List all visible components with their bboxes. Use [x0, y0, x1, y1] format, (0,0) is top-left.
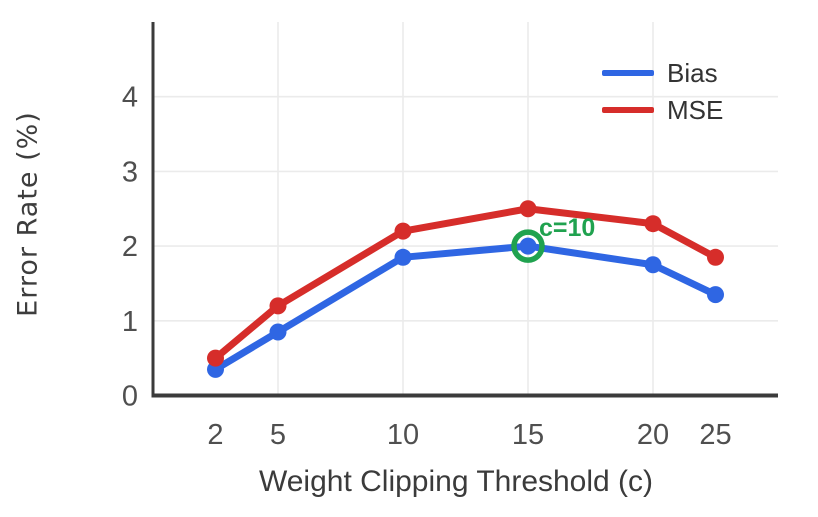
legend-label-mse: MSE — [667, 94, 724, 125]
legend-item-bias: Bias — [602, 54, 723, 91]
x-tick-15: 15 — [512, 419, 544, 451]
mse-point-20 — [644, 215, 662, 233]
x-tick-5: 5 — [270, 419, 286, 451]
y-axis-spine — [151, 22, 155, 398]
x-tick-20: 20 — [637, 419, 669, 451]
annotation-c10: c=10 — [539, 214, 596, 243]
mse-point-10 — [394, 222, 412, 240]
x-tick-10: 10 — [387, 419, 419, 451]
y-tick-4: 4 — [122, 82, 138, 114]
bias-point-10 — [394, 248, 412, 266]
x-axis-spine — [151, 393, 778, 398]
mse-point-2 — [207, 349, 224, 367]
bias-point-5 — [269, 323, 287, 341]
x-axis-title: Weight Clipping Threshold (c) — [258, 465, 654, 498]
x-tick-25: 25 — [699, 419, 731, 451]
x-tick-2: 2 — [207, 419, 223, 451]
bias-line-swatch — [602, 69, 654, 76]
bias-point-15 — [519, 237, 537, 255]
y-tick-2: 2 — [122, 231, 138, 263]
mse-line — [212, 205, 719, 362]
bias-point-25 — [707, 286, 724, 304]
bias-line — [212, 242, 719, 373]
legend-item-mse: MSE — [602, 91, 723, 128]
y-tick-0: 0 — [122, 381, 138, 413]
bias-point-20 — [644, 256, 662, 274]
y-tick-3: 3 — [122, 156, 138, 188]
y-axis-title: Error Rate (%) — [12, 111, 44, 317]
mse-point-5 — [269, 297, 287, 315]
annotation-ring — [511, 229, 545, 263]
mse-point-25 — [707, 248, 724, 266]
legend: Bias MSE — [602, 54, 723, 128]
legend-label-bias: Bias — [667, 57, 718, 88]
mse-line-swatch — [602, 106, 654, 113]
y-tick-1: 1 — [122, 306, 138, 338]
mse-point-15 — [519, 200, 537, 218]
